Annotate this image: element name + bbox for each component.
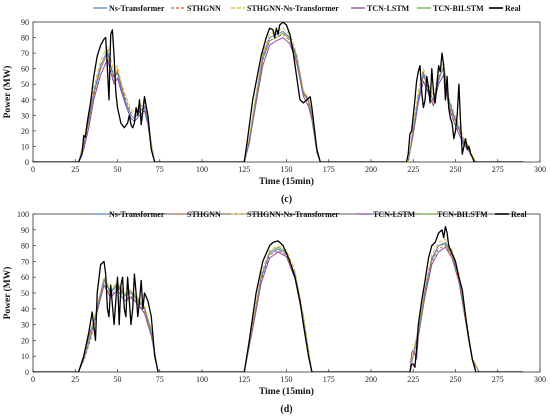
legend-item-tcn-lstm: TCN-LSTM [357,210,416,219]
x-tick-label: 200 [365,375,377,384]
legend-label: TCN-LSTM [367,4,410,13]
series-line-sthgnn [33,33,477,162]
x-tick-label: 0 [31,165,35,174]
y-tick-label: 80 [21,242,29,251]
x-tick-label: 225 [407,165,419,174]
legend-item-ns-transformer: Ns-Transformer [93,4,165,13]
y-tick-label: 90 [21,226,29,235]
x-tick-label: 25 [71,165,79,174]
x-tick-label: 150 [281,375,293,384]
legend-label: STHGNN-Ns-Transformer [247,4,339,13]
legend-label: Ns-Transformer [109,4,165,13]
legend-item-sthgnn: STHGNN [171,210,221,219]
y-tick-label: 70 [21,49,29,58]
y-tick-label: 10 [21,142,29,151]
panel-caption: (d) [280,404,292,415]
legend-item-sthgnn-ns-transformer: STHGNN-Ns-Transformer [231,210,339,219]
series-group [33,22,524,162]
series-line-ns-transformer [33,241,480,372]
x-tick-label: 100 [196,375,208,384]
legend-label: TCN-BILSTM [437,210,488,219]
x-tick-label: 25 [71,375,79,384]
x-tick-label: 275 [492,165,504,174]
y-tick-label: 60 [21,65,29,74]
legend-item-sthgnn-ns-transformer: STHGNN-Ns-Transformer [231,4,339,13]
legend-item-real: Real [489,4,521,13]
y-tick-label: 70 [21,257,29,266]
x-tick-label: 125 [238,375,250,384]
x-tick-label: 125 [238,165,250,174]
legend-label: TCN-LSTM [373,210,416,219]
x-tick-label: 50 [114,375,122,384]
x-axis-label: Time (15min) [259,176,314,187]
chart-panel-c: 0 25 50 75 100 125 150 175 200 225 250 275 300 0 10 20 3… [2,4,546,205]
x-tick-label: 0 [31,375,35,384]
legend-item-ns-transformer: Ns-Transformer [93,210,165,219]
legend-label: Real [505,4,521,13]
y-tick-label: 0 [25,368,29,377]
y-tick-label: 30 [21,111,29,120]
x-axis-label: Time (15min) [259,386,314,397]
legend-label: STHGNN-Ns-Transformer [247,210,339,219]
series-line-tcn-lstm [33,246,480,372]
x-tick-label: 50 [114,165,122,174]
legend-label: TCN-BILSTM [433,4,484,13]
y-tick-label: 20 [21,336,29,345]
x-tick-label: 300 [534,375,546,384]
y-tick-label: 20 [21,127,29,136]
legend-item-tcn-lstm: TCN-LSTM [351,4,410,13]
chart-panel-d: 0 25 50 75 100 125 150 175 200 225 250 275 300 0 10 20 3… [2,210,546,415]
legend-item-tcn-bilstm: TCN-BILSTM [417,4,484,13]
y-axis-label: Power (MW) [2,267,13,320]
legend-label: Ns-Transformer [109,210,165,219]
y-tick-label: 80 [21,34,29,43]
legend-label: STHGNN [187,4,221,13]
series-line-ns-transformer [33,30,477,162]
y-tick-label: 60 [21,273,29,282]
series-line-tcn-bilstm [33,243,480,372]
y-tick-label: 100 [17,210,29,219]
x-tick-label: 200 [365,165,377,174]
plot-frame [32,213,541,373]
x-tick-label: 75 [156,165,164,174]
x-tick-label: 250 [450,165,462,174]
y-tick-label: 10 [21,352,29,361]
x-tick-label: 150 [281,165,293,174]
legend-item-real: Real [495,210,527,219]
legend-label: Real [511,210,527,219]
series-group [33,225,524,372]
x-tick-label: 225 [407,375,419,384]
x-tick-label: 275 [492,375,504,384]
y-tick-label: 90 [21,18,29,27]
x-tick-label: 75 [156,375,164,384]
y-tick-label: 40 [21,305,29,314]
legend: Ns-Transformer STHGNN STHGNN-Ns-Transforme… [93,4,521,13]
series-line-tcn-lstm [33,37,477,162]
series-line-real [33,225,524,372]
panel-caption: (c) [281,194,292,205]
y-axis-label: Power (MW) [2,66,13,119]
x-tick-label: 175 [323,375,335,384]
y-tick-label: 50 [21,80,29,89]
x-tick-label: 250 [450,375,462,384]
y-tick-label: 40 [21,96,29,105]
x-tick-label: 175 [323,165,335,174]
series-line-real [33,22,524,162]
x-tick-label: 100 [196,165,208,174]
x-tick-label: 300 [534,165,546,174]
series-line-sthgnn-ns-transformer [33,238,480,372]
legend: Ns-Transformer STHGNN STHGNN-Ns-Transforme… [93,210,527,219]
y-tick-label: 50 [21,289,29,298]
legend-item-sthgnn: STHGNN [171,4,221,13]
y-tick-label: 30 [21,321,29,330]
series-line-sthgnn [33,245,480,372]
legend-item-tcn-bilstm: TCN-BILSTM [421,210,488,219]
y-tick-label: 0 [25,158,29,167]
legend-label: STHGNN [187,210,221,219]
